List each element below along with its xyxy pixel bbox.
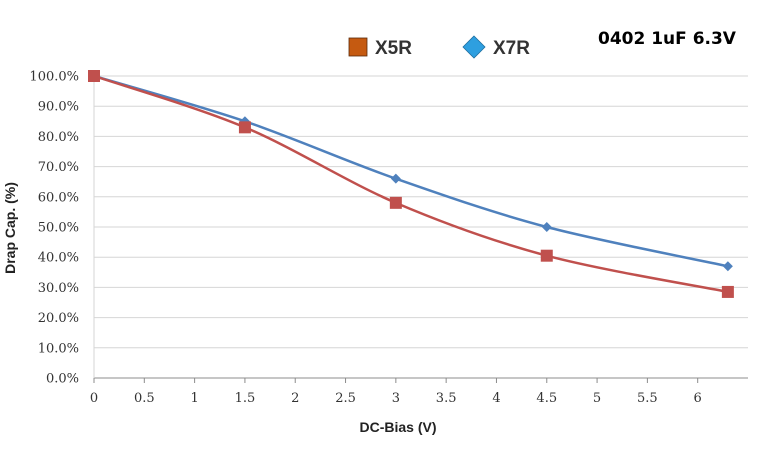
x-tick-labels: 0 0.5 1 1.5 2 2.5 3 3.5 4 4.5 5 5.5 6 [90,391,702,406]
data-point-x5r [238,121,251,134]
y-tick-label: 0.0% [46,372,79,387]
grid [94,75,748,349]
y-tick-label: 30.0% [38,281,79,296]
x-tick-label: 1.5 [235,391,256,406]
y-tick-label: 10.0% [38,341,79,356]
y-tick-label: 40.0% [38,251,79,266]
x-tick-label: 6 [694,391,702,406]
x-tick-label: 4 [492,391,500,406]
y-tick-label: 70.0% [38,160,79,175]
legend-label-x5r: X5R [375,38,412,59]
x-tick-label: 2.5 [335,391,356,406]
data-point-x5r [88,70,100,82]
data-point-x7r [541,222,552,232]
x-axis-label: DC-Bias (V) [359,419,436,435]
x-tick-label: 5.5 [637,391,658,406]
series-line-x7r [93,74,729,268]
y-tick-label: 60.0% [38,190,79,205]
x-tick-label: 2 [291,391,299,406]
y-tick-labels: 0.0% 10.0% 20.0% 30.0% 40.0% 50.0% 60.0% 70.0% 8… [29,70,79,387]
data-point-x7r [390,173,401,184]
y-tick-label: 20.0% [38,311,79,326]
data-point-x7r [722,261,733,272]
y-tick-label: 80.0% [38,130,79,145]
y-axis-label: Drap Cap. (%) [2,182,18,274]
x-tick-label: 5 [593,391,601,406]
x-tick-label: 0 [90,391,98,406]
y-tick-label: 50.0% [38,221,79,236]
chart-annotation: 0402 1uF 6.3V [598,29,737,49]
x-tick-label: 3.5 [436,391,457,406]
data-point-x5r [540,249,553,262]
x-tick-label: 1 [190,391,198,406]
x-tick-label: 4.5 [536,391,557,406]
data-point-x5r [721,285,734,298]
y-tick-label: 100.0% [29,70,79,85]
data-point-x5r [389,196,402,209]
series [88,70,734,298]
x-tick-label: 0.5 [134,391,155,406]
legend-marker-x7r [462,35,486,59]
legend-marker-x5r [348,37,368,57]
legend: X5R X7R [348,35,530,59]
y-tick-label: 90.0% [38,100,79,115]
axes [93,76,748,383]
x-tick-label: 3 [392,391,400,406]
legend-label-x7r: X7R [493,38,530,59]
